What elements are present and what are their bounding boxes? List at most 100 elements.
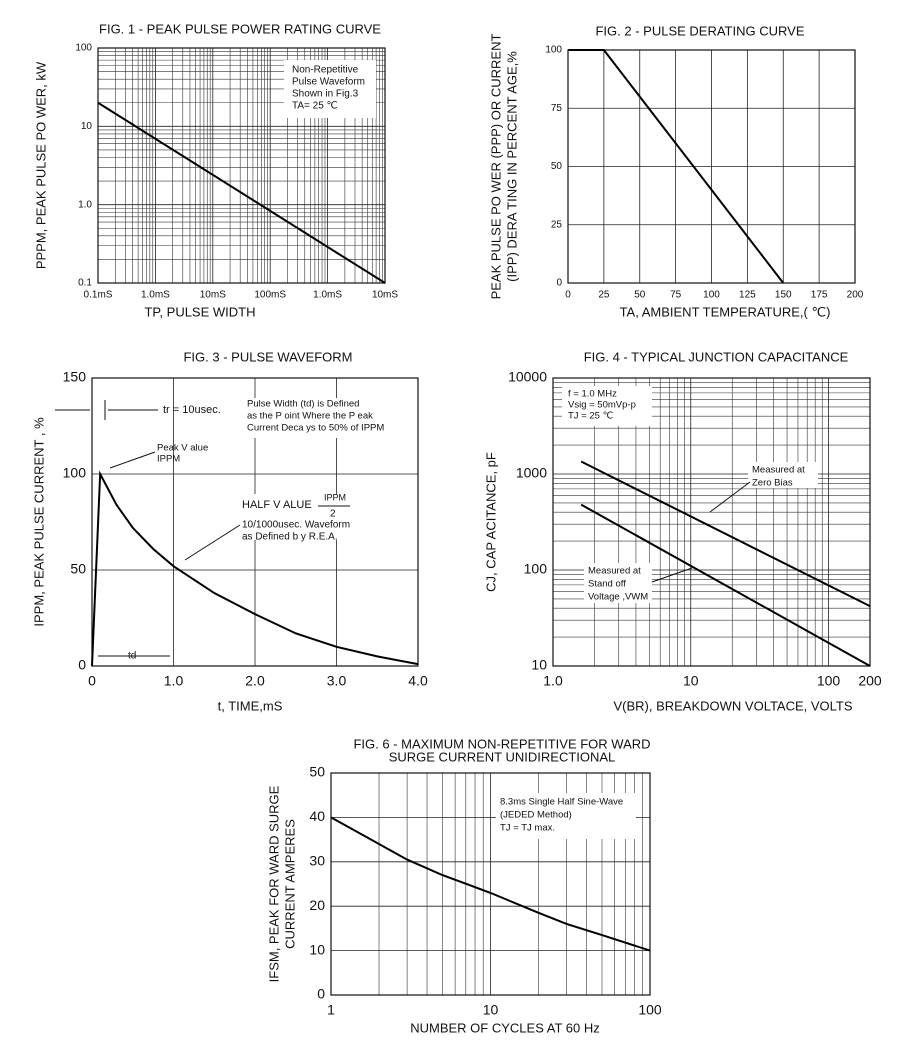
annotation: Zero Bias <box>752 478 793 489</box>
x-tick-label: 2.0 <box>245 673 265 689</box>
x-tick-label: 1.0 <box>164 673 184 689</box>
x-tick-label: 100 <box>703 290 720 301</box>
x-tick-label: 175 <box>811 290 828 301</box>
x-tick-label: 25 <box>598 290 610 301</box>
annotation: (JEDED Method) <box>500 810 572 821</box>
x-tick-label: 100 <box>638 1002 662 1018</box>
data-line <box>330 816 651 952</box>
y-tick-label: 10 <box>81 121 93 132</box>
annotation: HALF V ALUE <box>242 499 312 511</box>
annotation: Measured at <box>588 566 641 577</box>
data-line <box>91 470 419 667</box>
chart: 1 10 100 0 10 20 30 40 50 FIG. 6 - MAXIMUM NON-RE… <box>266 736 661 1035</box>
plot-frame <box>91 377 419 667</box>
x-tick-label: 1.0mS <box>141 290 170 301</box>
data-line <box>580 460 871 608</box>
y-tick-label: 0 <box>556 278 562 289</box>
y-axis-label: CURRENT AMPERES <box>282 819 297 949</box>
annotation: Pulse Waveform <box>292 77 365 88</box>
x-tick-label: 1 <box>327 1002 335 1018</box>
plot-frame <box>97 47 386 284</box>
x-tick-label: 0.1mS <box>84 290 113 301</box>
arrow <box>651 567 693 583</box>
annotation: Measured at <box>752 465 805 476</box>
annotation: as the P oint Where the P eak <box>247 411 373 422</box>
y-tick-label: 25 <box>551 219 563 230</box>
chart-title: FIG. 2 - PULSE DERATING CURVE <box>595 23 804 38</box>
plot-frame <box>567 49 856 284</box>
y-axis-label: PPPM, PEAK PULSE PO WER, kW <box>33 61 48 269</box>
y-tick-label: 50 <box>70 561 86 577</box>
note-box <box>562 386 652 426</box>
x-tick-label: 10mS <box>372 290 398 301</box>
y-tick-label: 100 <box>524 561 548 577</box>
chart-title: SURGE CURRENT UNIDIRECTIONAL <box>389 749 616 764</box>
y-tick-label: 75 <box>551 103 563 114</box>
y-axis-label: IPPM, PEAK PULSE CURRENT , % <box>31 417 46 627</box>
x-tick-label: 10mS <box>200 290 226 301</box>
data-line <box>580 503 871 667</box>
y-tick-label: 0 <box>317 986 325 1002</box>
arrow <box>184 524 241 561</box>
x-axis-label: TP, PULSE WIDTH <box>144 304 255 319</box>
x-tick-label: 100 <box>817 673 841 689</box>
annotation-decorations <box>55 60 818 839</box>
note-box <box>284 60 376 118</box>
data-line <box>97 101 386 284</box>
chart-title: FIG. 4 - TYPICAL JUNCTION CAPACITANCE <box>584 349 849 364</box>
note-box <box>240 398 400 438</box>
chart: 0 25 50 75 100 125 150 175 200 0 25 50 75 100 FIG. 2 -… <box>488 23 863 319</box>
y-axis-label: (IPP) DERA TING IN PERCENT AGE,% <box>504 51 519 282</box>
y-tick-label: 10000 <box>508 369 547 385</box>
note-box <box>496 793 636 839</box>
y-axis-label: IFSM, PEAK FOR WARD SURGE <box>266 785 281 982</box>
y-axis-label: CJ, CAP ACITANCE, pF <box>483 452 498 592</box>
y-tick-label: 100 <box>75 43 92 54</box>
chart-title: FIG. 1 - PEAK PULSE POWER RATING CURVE <box>99 21 381 36</box>
y-axis-label: PEAK PULSE PO WER (PPP) OR CURRENT <box>488 34 503 300</box>
arrow <box>109 451 156 469</box>
x-axis-label: NUMBER OF CYCLES AT 60 Hz <box>410 1020 600 1035</box>
annotation: Current Deca ys to 50% of IPPM <box>247 423 384 434</box>
x-axis-label: TA, AMBIENT TEMPERATURE,( ℃) <box>620 304 831 319</box>
x-tick-label: 10 <box>683 673 699 689</box>
annotation: 10/1000usec. Waveform <box>242 520 350 531</box>
annotation: Voltage ,VWM <box>588 592 648 603</box>
x-tick-label: 200 <box>847 290 864 301</box>
annotation: Shown in Fig.3 <box>292 89 359 100</box>
chart-title: FIG. 6 - MAXIMUM NON-REPETITIVE FOR WARD <box>353 736 650 751</box>
y-tick-label: 100 <box>63 465 87 481</box>
x-tick-label: 1.0 <box>543 673 563 689</box>
x-tick-label: 0 <box>88 673 96 689</box>
y-tick-label: 30 <box>309 853 325 869</box>
x-tick-label: 150 <box>775 290 792 301</box>
y-tick-label: 40 <box>309 808 325 824</box>
y-tick-label: 20 <box>309 897 325 913</box>
x-tick-label: 1.0mS <box>313 290 342 301</box>
y-tick-label: 1000 <box>516 465 547 481</box>
x-axis-label: V(BR), BREAKDOWN VOLTACE, VOLTS <box>613 698 852 713</box>
y-tick-label: 0 <box>78 657 86 673</box>
annotation: 8.3ms Single Half Sine-Wave <box>500 797 623 808</box>
x-tick-label: 4.0 <box>408 673 428 689</box>
y-tick-label: 150 <box>63 369 87 385</box>
x-tick-label: 125 <box>739 290 756 301</box>
plot-frame <box>552 377 871 667</box>
annotation: Stand off <box>588 579 626 590</box>
x-tick-label: 75 <box>670 290 682 301</box>
x-axis-label: t, TIME,mS <box>218 698 283 713</box>
y-tick-label: 1.0 <box>78 199 92 210</box>
annotation: TJ = 25 ℃ <box>568 411 614 422</box>
annotation: tr = 10usec. <box>163 404 221 416</box>
x-tick-label: 0 <box>565 290 571 301</box>
annotation: IPPM <box>157 454 180 465</box>
y-tick-label: 100 <box>545 45 562 56</box>
annotation: Peak V alue <box>157 443 208 454</box>
y-tick-label: 50 <box>309 764 325 780</box>
note-box <box>584 563 652 603</box>
note-box <box>748 462 818 488</box>
annotation: Non-Repetitive <box>292 65 359 76</box>
chart-title: FIG. 3 - PULSE WAVEFORM <box>183 349 352 364</box>
annotation: as Defined b y R.E.A. <box>242 532 338 543</box>
